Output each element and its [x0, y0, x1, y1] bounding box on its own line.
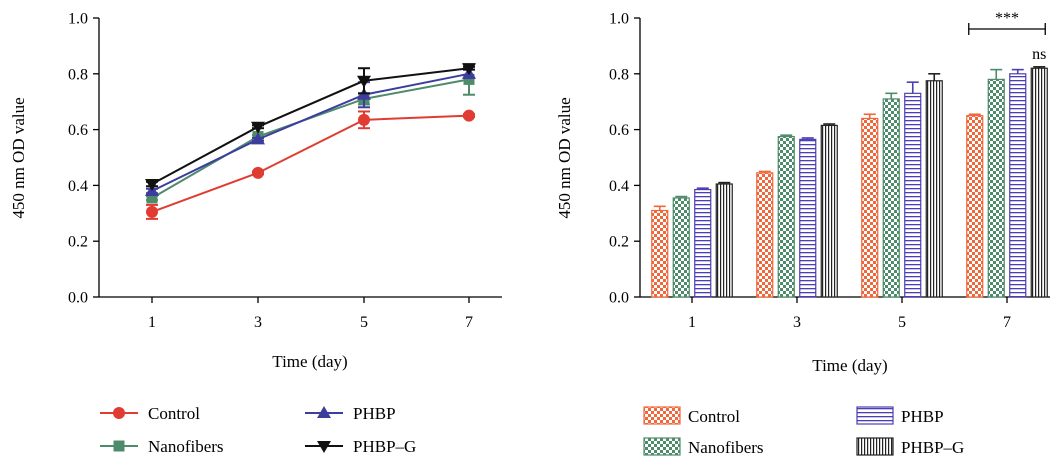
line-point-0 — [252, 166, 264, 179]
bar-3 — [715, 183, 733, 298]
bar-chart-x-tick-label: 1 — [688, 314, 696, 331]
line-chart-marks — [145, 63, 476, 220]
bar-0 — [651, 209, 669, 298]
legend-label: Control — [688, 407, 740, 426]
line-chart-y-tick-label: 0.6 — [68, 122, 88, 139]
line-point-3 — [251, 121, 265, 134]
bar-chart-y-tick-label: 0.6 — [609, 122, 629, 139]
line-chart-x-tick-label: 7 — [465, 314, 473, 331]
legend-marker — [113, 440, 125, 452]
bar-2 — [1009, 73, 1027, 298]
bar-chart-marks — [651, 66, 1048, 298]
bar-chart: 0.0 0.2 0.4 0.6 0.8 1.0 1 3 5 7 450 nm OD value T… — [555, 10, 1050, 457]
line-chart-y-tick-label: 0.4 — [68, 178, 88, 195]
bar-chart-axes: 0.0 0.2 0.4 0.6 0.8 1.0 1 3 5 7 — [609, 11, 1050, 331]
line-chart-y-axis-label: 450 nm OD value — [9, 97, 28, 218]
line-chart-axes: 0.0 0.2 0.4 0.6 0.8 1.0 1 3 5 7 — [68, 11, 502, 331]
bar-1 — [672, 197, 690, 298]
bar-chart-legend: Control PHBP Nanofibers PHBP–G — [643, 406, 964, 457]
bar-1 — [987, 78, 1005, 298]
legend-label: Control — [148, 404, 200, 423]
line-chart-x-tick-label: 1 — [148, 314, 156, 331]
bar-1 — [882, 98, 900, 298]
legend-swatch — [856, 406, 894, 425]
legend-swatch — [856, 437, 894, 456]
bar-3 — [1030, 67, 1048, 298]
line-series-3 — [151, 67, 470, 185]
bar-0 — [861, 117, 879, 298]
significance-label: *** — [995, 10, 1019, 27]
line-point-0 — [463, 109, 475, 122]
legend-marker — [317, 441, 331, 453]
ns-label: ns — [1032, 46, 1046, 63]
line-chart-x-tick-label: 3 — [254, 314, 262, 331]
line-point-3 — [462, 63, 476, 76]
legend-swatch — [643, 406, 681, 425]
bar-2 — [694, 188, 712, 298]
line-point-2 — [251, 132, 265, 145]
line-chart-y-tick-label: 0.0 — [68, 290, 88, 307]
bar-0 — [966, 115, 984, 298]
legend-label: Nanofibers — [688, 438, 764, 457]
line-chart-y-tick-label: 0.8 — [68, 66, 88, 83]
legend-swatch — [643, 437, 681, 456]
legend-label: PHBP–G — [353, 437, 416, 456]
bar-chart-y-tick-label: 0.0 — [609, 290, 629, 307]
legend-label: Nanofibers — [148, 437, 224, 456]
line-point-0 — [146, 205, 158, 218]
bar-chart-y-tick-label: 0.2 — [609, 234, 629, 251]
line-series-0 — [151, 114, 470, 213]
bar-chart-x-axis-label: Time (day) — [812, 356, 887, 375]
legend-label: PHBP — [353, 404, 396, 423]
line-series-2 — [151, 72, 470, 192]
line-point-0 — [358, 113, 370, 126]
line-point-1 — [463, 73, 475, 85]
bar-2 — [904, 92, 922, 298]
line-chart-legend: Control PHBP Nanofibers PHBP–G — [100, 404, 416, 456]
bar-2 — [799, 138, 817, 298]
line-series-1 — [151, 78, 470, 199]
bar-3 — [820, 124, 838, 298]
bar-0 — [756, 172, 774, 298]
legend-marker — [113, 407, 125, 419]
line-chart-x-axis-label: Time (day) — [272, 352, 347, 371]
line-point-3 — [145, 179, 159, 192]
line-chart-y-tick-label: 1.0 — [68, 11, 88, 28]
legend-label: PHBP — [901, 407, 944, 426]
bar-3 — [925, 80, 943, 298]
legend-label: PHBP–G — [901, 438, 964, 457]
line-point-1 — [146, 192, 158, 204]
line-point-3 — [357, 75, 371, 88]
bar-chart-x-tick-label: 3 — [793, 314, 801, 331]
legend-marker — [317, 406, 331, 418]
line-chart-y-tick-label: 0.2 — [68, 234, 88, 251]
bar-chart-annotations: *** ns — [968, 10, 1046, 63]
bar-chart-y-tick-label: 1.0 — [609, 11, 629, 28]
bar-chart-y-tick-label: 0.4 — [609, 178, 629, 195]
bar-chart-y-tick-label: 0.8 — [609, 66, 629, 83]
bar-chart-x-tick-label: 5 — [898, 314, 906, 331]
bar-chart-y-axis-label: 450 nm OD value — [555, 97, 574, 218]
bar-1 — [777, 135, 795, 298]
bar-chart-x-tick-label: 7 — [1003, 314, 1011, 331]
line-chart: 0.0 0.2 0.4 0.6 0.8 1.0 1 3 5 7 450 nm OD value T… — [9, 11, 502, 456]
line-chart-x-tick-label: 5 — [360, 314, 368, 331]
